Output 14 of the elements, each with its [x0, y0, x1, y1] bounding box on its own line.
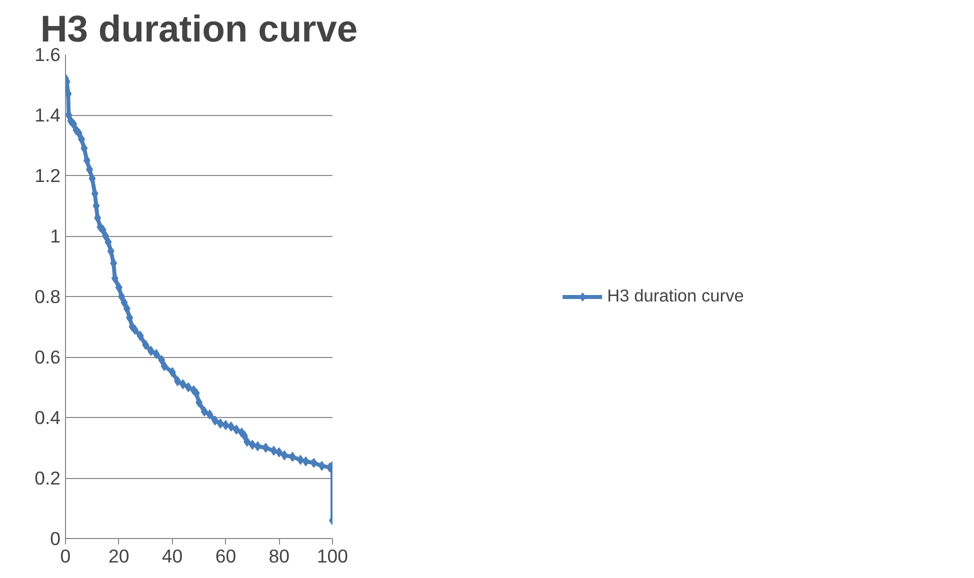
- y-tick-label: 1.4: [34, 104, 61, 126]
- x-tick-label: 40: [162, 546, 183, 566]
- y-tick-label: 0.8: [34, 286, 61, 307]
- legend-label: H3 duration curve: [607, 286, 744, 306]
- x-tick-label: 80: [268, 546, 290, 566]
- y-tick-label: 1: [50, 226, 61, 246]
- x-tick-label: 20: [108, 546, 130, 566]
- y-tick-label: 0.2: [34, 468, 61, 488]
- y-tick-label: 0.6: [34, 346, 61, 368]
- x-tick-label: 60: [215, 546, 236, 566]
- y-tick-label: 0.4: [34, 407, 61, 428]
- x-tick-label: 100: [316, 546, 348, 566]
- y-tick-label: 0: [50, 528, 61, 549]
- y-tick-label: 1.2: [34, 165, 61, 186]
